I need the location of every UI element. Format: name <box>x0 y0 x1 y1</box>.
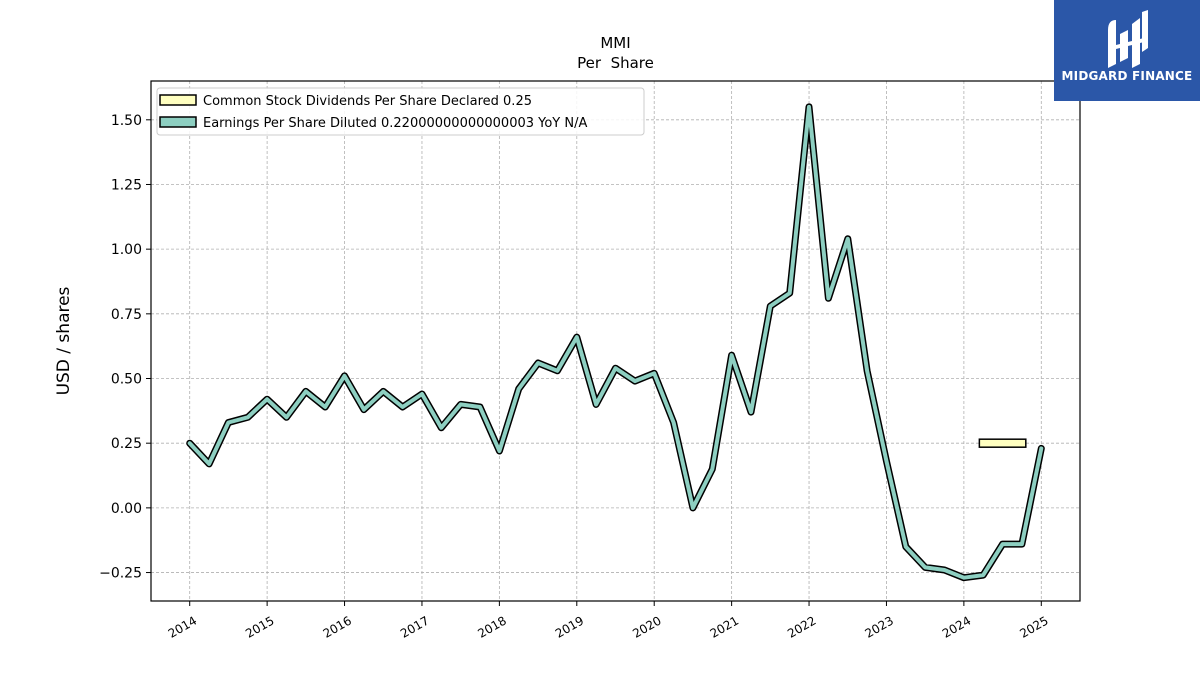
plot-area-frame <box>150 80 1081 602</box>
legend: Common Stock Dividends Per Share Declare… <box>156 87 645 136</box>
x-tick-label: 2017 <box>398 613 431 640</box>
x-tick-label: 2024 <box>940 613 973 640</box>
midgard-finance-logo-icon <box>1108 10 1148 68</box>
y-tick-label: 0.50 <box>111 372 142 388</box>
chart-subtitle: Per Share <box>577 54 654 72</box>
legend-label: Earnings Per Share Diluted 0.22000000000… <box>203 116 587 131</box>
dividend-bar <box>978 438 1027 448</box>
grid-lines <box>151 81 1080 601</box>
y-tick-label: 0.25 <box>111 436 142 452</box>
x-tick-label: 2019 <box>553 613 586 640</box>
legend-label: Common Stock Dividends Per Share Declare… <box>203 94 532 109</box>
legend-box <box>156 87 645 136</box>
x-tick-label: 2016 <box>321 613 354 640</box>
x-tick-label: 2020 <box>630 613 663 640</box>
y-tick-label: 1.00 <box>111 242 142 258</box>
y-tick-label: −0.25 <box>99 566 142 582</box>
eps-line-outline <box>186 103 1045 582</box>
axis-ticks: −0.25 0.00 0.25 0.50 0.75 1.00 1.25 1.50 2014 201… <box>99 113 1051 641</box>
x-tick-label: 2022 <box>785 613 818 640</box>
y-tick-label: 1.25 <box>111 177 142 193</box>
eps-line <box>187 104 1044 580</box>
x-tick-label: 2025 <box>1017 613 1050 640</box>
y-axis-label: USD / shares <box>54 286 74 395</box>
y-tick-label: 0.75 <box>111 307 142 323</box>
x-tick-label: 2021 <box>708 613 741 640</box>
x-tick-label: 2023 <box>863 613 896 640</box>
y-tick-label: 0.00 <box>111 501 142 517</box>
x-tick-label: 2015 <box>243 613 276 640</box>
y-tick-label: 1.50 <box>111 113 142 129</box>
chart-marks <box>186 103 1045 582</box>
x-tick-label: 2018 <box>475 613 508 640</box>
legend-swatch <box>159 116 197 128</box>
chart-title: MMI <box>600 34 630 52</box>
x-tick-label: 2014 <box>166 613 199 640</box>
legend-swatch <box>159 94 197 106</box>
logo: MIDGARD FINANCE <box>1054 0 1200 101</box>
logo-text: MIDGARD FINANCE <box>1061 69 1193 83</box>
